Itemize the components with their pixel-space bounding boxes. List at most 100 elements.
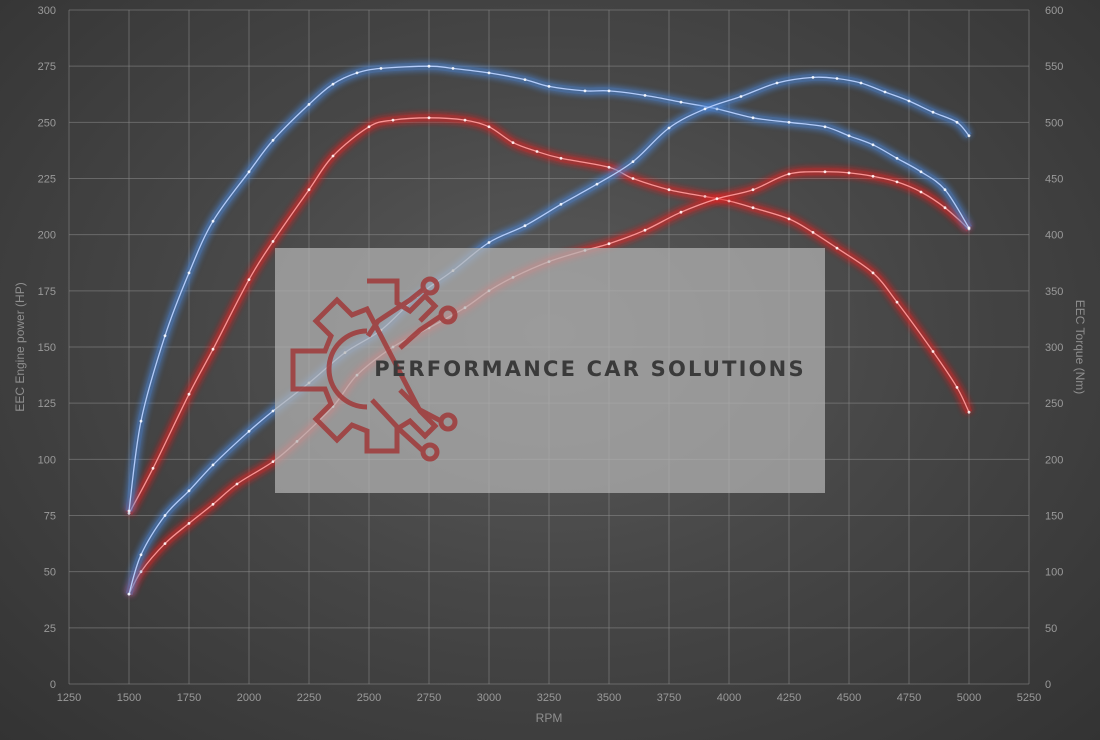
- right-y-tick-label: 50: [1045, 623, 1057, 635]
- left-y-tick-label: 150: [38, 342, 56, 354]
- series-point: [187, 271, 191, 275]
- series-point: [811, 231, 815, 234]
- right-y-tick-label: 200: [1045, 454, 1063, 466]
- left-y-tick-label: 250: [38, 117, 56, 129]
- series-point: [535, 150, 539, 153]
- left-y-tick-label: 0: [50, 679, 56, 691]
- watermark-text: PERFORMANCE CAR SOLUTIONS: [374, 357, 806, 381]
- x-tick-label: 4750: [897, 692, 921, 704]
- circuit-node-2: [438, 305, 458, 325]
- series-point: [895, 180, 899, 184]
- series-point: [919, 190, 923, 194]
- series-point: [607, 242, 611, 246]
- x-axis-ticks: 1250 1500 1750 2000 2250 2500 2750 3000 3250 3500…: [57, 692, 1041, 704]
- series-point: [211, 219, 215, 223]
- series-point: [739, 95, 743, 98]
- series-point: [163, 542, 167, 545]
- series-point: [907, 99, 911, 103]
- series-point: [871, 143, 875, 147]
- x-tick-label: 2250: [297, 692, 321, 704]
- series-point: [859, 81, 863, 85]
- series-point: [487, 71, 491, 75]
- series-point: [367, 125, 371, 129]
- series-point: [127, 592, 131, 596]
- series-point: [247, 278, 251, 281]
- x-tick-label: 5250: [1017, 692, 1041, 704]
- right-y-tick-label: 100: [1045, 567, 1063, 579]
- series-point: [667, 188, 671, 192]
- series-0: [125, 114, 973, 515]
- series-point: [307, 188, 311, 192]
- right-y-tick-label: 350: [1045, 286, 1063, 298]
- series-point: [139, 570, 143, 574]
- series-point: [271, 240, 275, 243]
- left-y-tick-label: 125: [38, 398, 56, 410]
- series-point: [139, 553, 143, 557]
- x-tick-label: 3500: [597, 692, 621, 704]
- series-point: [559, 202, 563, 206]
- series-point: [823, 170, 827, 174]
- x-tick-label: 3250: [537, 692, 561, 704]
- series-point: [511, 141, 515, 145]
- watermark: PERFORMANCE CAR SOLUTIONS: [275, 248, 825, 493]
- series-point: [787, 217, 791, 221]
- series-point: [751, 206, 755, 210]
- series-point: [211, 502, 215, 506]
- series-point: [955, 386, 959, 389]
- series-point: [967, 226, 971, 230]
- series-point: [187, 522, 191, 525]
- x-tick-label: 4250: [777, 692, 801, 704]
- series-point: [787, 172, 791, 176]
- series-point: [871, 271, 875, 275]
- x-tick-label: 2500: [357, 692, 381, 704]
- x-tick-label: 5000: [957, 692, 981, 704]
- series-point: [835, 246, 839, 250]
- series-point: [163, 334, 167, 338]
- x-tick-label: 1250: [57, 692, 81, 704]
- series-point: [775, 81, 779, 85]
- left-y-tick-label: 100: [38, 454, 56, 466]
- left-axis-ticks: 0 25 50 75 100 125 150 175 200 225 250 275 300: [38, 5, 56, 691]
- series-point: [919, 170, 923, 174]
- right-y-tick-label: 550: [1045, 61, 1063, 73]
- right-y-tick-label: 450: [1045, 174, 1063, 186]
- gear-icon: [290, 278, 439, 454]
- left-y-tick-label: 225: [38, 174, 56, 186]
- right-axis-ticks: 0 50 100 150 200 250 300 350 400 450 500 550 600: [1045, 5, 1063, 691]
- series-point: [427, 116, 431, 120]
- series-point: [187, 392, 191, 396]
- series-point: [751, 116, 755, 120]
- left-y-tick-label: 50: [44, 567, 56, 579]
- series-point: [487, 125, 491, 129]
- series-point: [139, 419, 143, 423]
- series-point: [163, 514, 167, 517]
- circuit-trace-4: [370, 398, 424, 452]
- series-point: [631, 160, 635, 164]
- series-point: [271, 409, 275, 413]
- series-point: [643, 228, 647, 232]
- series-point: [679, 100, 683, 104]
- circuit-trace-1: [365, 286, 427, 338]
- series-point: [667, 126, 671, 130]
- series-point: [523, 78, 527, 81]
- circuit-trace-2: [398, 313, 443, 350]
- series-point: [211, 347, 215, 351]
- x-tick-label: 4000: [717, 692, 741, 704]
- series-point: [607, 165, 611, 169]
- series-point: [355, 71, 359, 75]
- right-axis-title: EEC Torque (Nm): [1073, 300, 1087, 394]
- right-y-tick-label: 150: [1045, 511, 1063, 523]
- series-point: [931, 350, 935, 353]
- series-point: [391, 118, 395, 122]
- series-point: [463, 118, 467, 122]
- series-point: [727, 199, 731, 203]
- series-point: [631, 177, 635, 180]
- series-point: [151, 466, 155, 470]
- series-point: [331, 82, 335, 86]
- series-point: [559, 156, 563, 160]
- series-point: [871, 174, 875, 178]
- right-y-tick-label: 500: [1045, 117, 1063, 129]
- series-point: [811, 76, 815, 79]
- x-tick-label: 4500: [837, 692, 861, 704]
